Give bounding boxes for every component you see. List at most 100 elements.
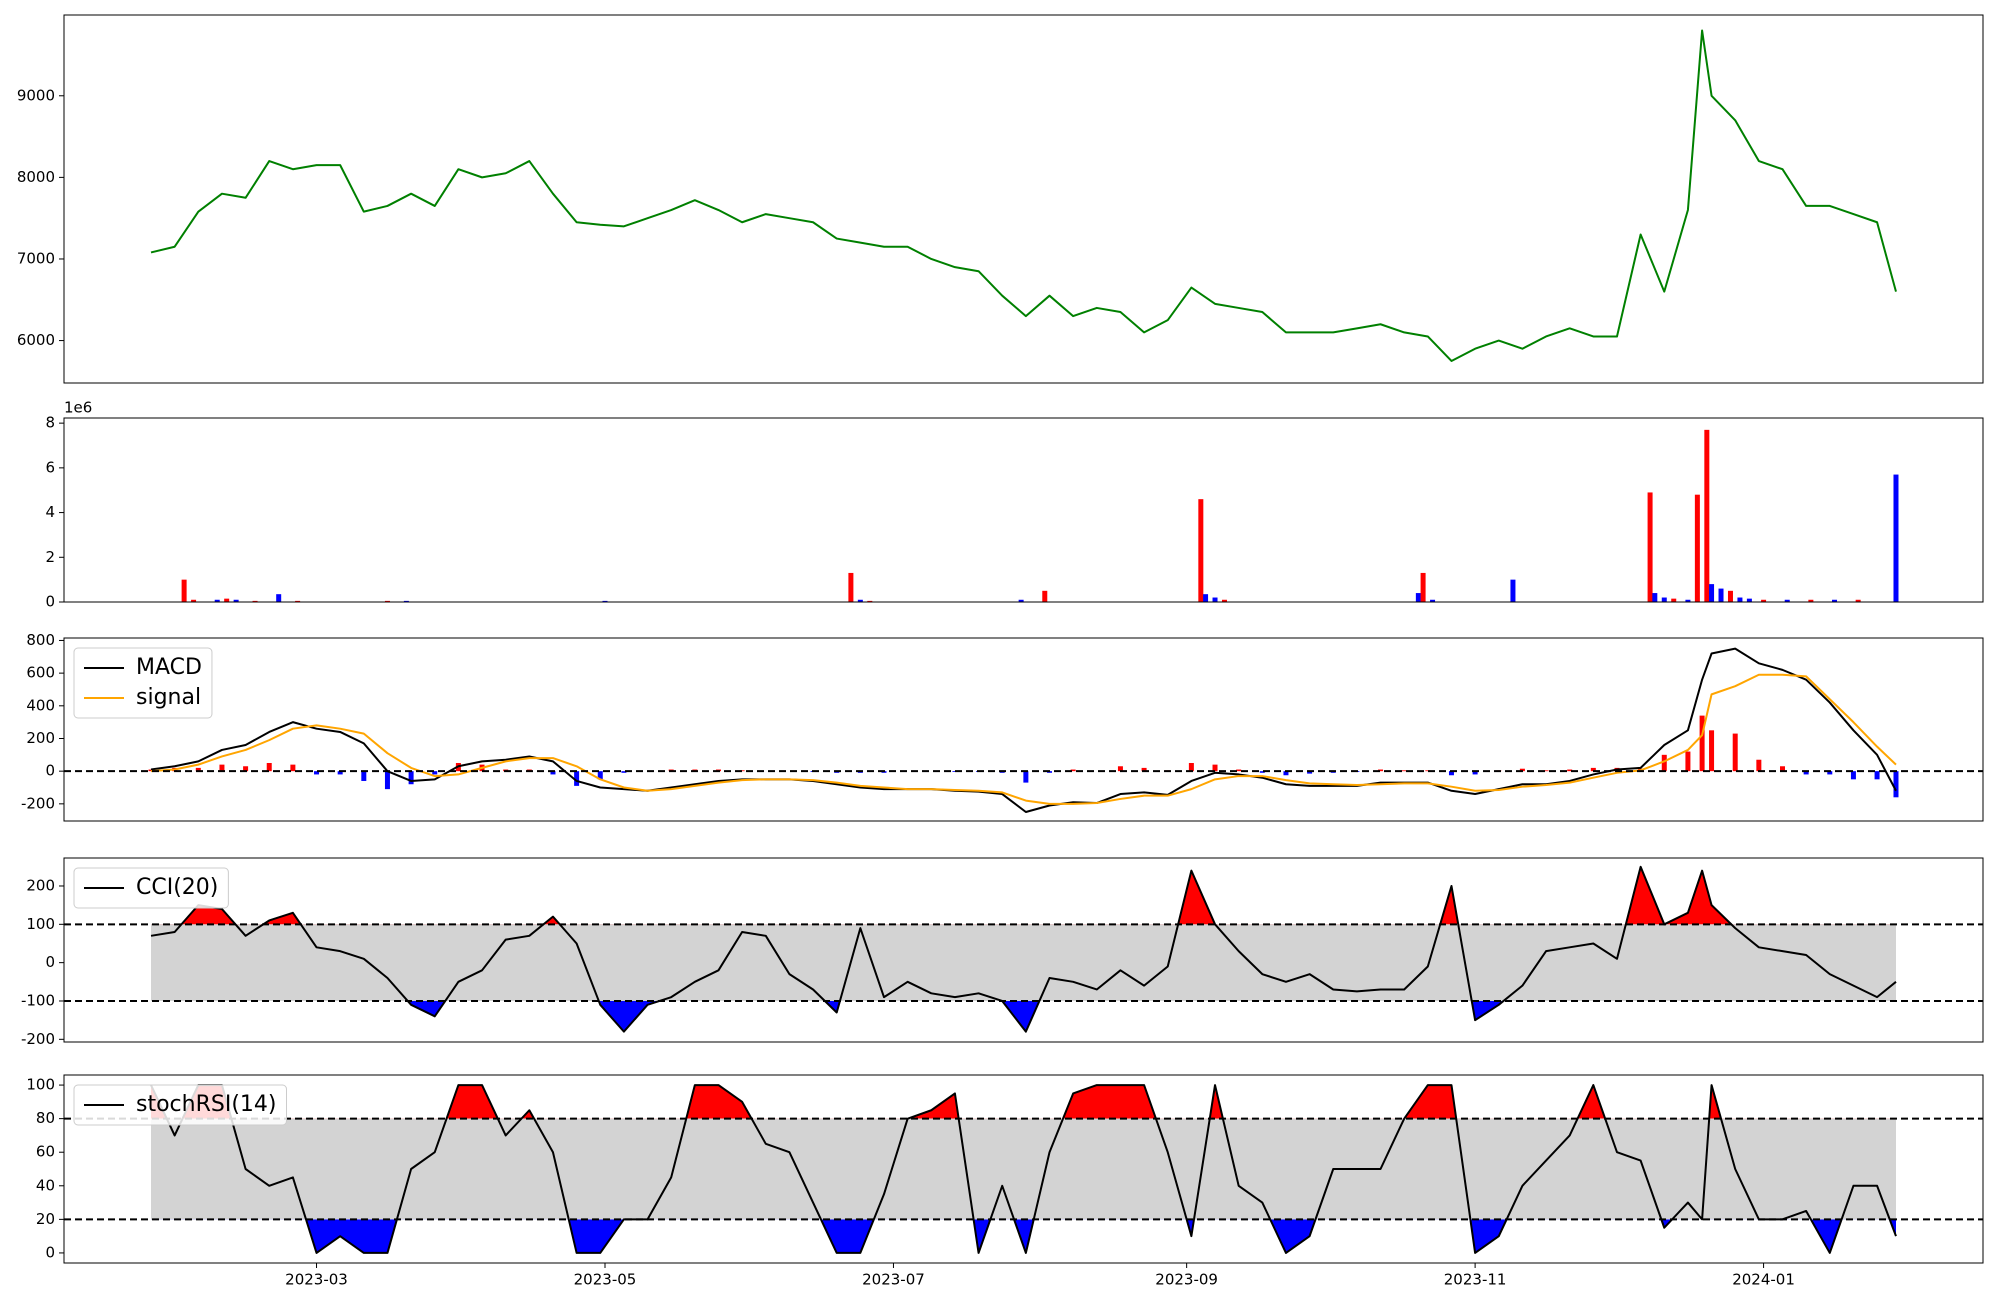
legend-label: stochRSI(14): [136, 1092, 277, 1117]
offset-label: 1e6: [64, 399, 92, 417]
histogram-bar: [1756, 759, 1762, 772]
histogram-bar: [1874, 771, 1880, 780]
bar: [867, 600, 873, 602]
histogram-bar: [1141, 767, 1147, 772]
histogram-bar: [1732, 733, 1738, 772]
x-tick-label: 2023-11: [1444, 1271, 1507, 1289]
histogram-bar: [1212, 764, 1218, 772]
y-tick-label: 600: [26, 664, 55, 682]
fill-upper: [151, 866, 1896, 925]
histogram-bar: [1779, 766, 1785, 772]
bar: [1718, 588, 1724, 602]
histogram-bar: [597, 771, 603, 780]
axes-frame: [63, 417, 1984, 603]
bar: [1761, 599, 1767, 602]
histogram-bar: [1259, 771, 1265, 773]
axes-frame: [63, 857, 1984, 1043]
y-tick-label: 0: [45, 1243, 55, 1261]
y-tick-label: 9000: [17, 86, 55, 104]
series-line: [150, 1084, 1897, 1254]
bar: [403, 600, 409, 602]
bar: [233, 599, 239, 602]
histogram-bar: [1472, 771, 1478, 775]
bar: [1746, 598, 1752, 602]
histogram-bar: [550, 771, 556, 775]
bar: [1685, 599, 1691, 602]
band: [151, 1118, 1896, 1220]
histogram-bar: [408, 771, 414, 785]
histogram-bar: [219, 764, 225, 772]
histogram-bar: [290, 764, 296, 772]
bar: [1198, 499, 1204, 602]
legend: MACD signal: [73, 647, 213, 719]
y-tick-label: 0: [45, 953, 55, 971]
bar: [214, 599, 220, 602]
bar: [1221, 599, 1227, 602]
histogram-bar: [1283, 771, 1289, 776]
y-tick-label: -200: [21, 1030, 55, 1048]
y-tick-label: 20: [36, 1210, 55, 1228]
legend-label: MACD: [136, 655, 202, 680]
bar: [1832, 599, 1838, 602]
y-tick-label: 0: [45, 593, 55, 611]
bar: [252, 600, 258, 602]
bar: [1652, 593, 1658, 602]
y-tick-label: 8000: [17, 168, 55, 186]
bar: [276, 594, 282, 602]
histogram-bar: [574, 771, 580, 786]
series-line: [150, 865, 1897, 1033]
y-tick-label: -200: [21, 794, 55, 812]
legend-box: [73, 647, 213, 719]
panel: 0 20 40 60 80 100 2023-03 2023-05 2023-07 2023-09…: [26, 1074, 1984, 1289]
band: [151, 924, 1896, 1001]
y-tick-label: 100: [26, 915, 55, 933]
bar: [1727, 590, 1733, 602]
axes-frame: [63, 14, 1984, 384]
histogram-bar: [1699, 715, 1705, 772]
histogram-bar: [1401, 770, 1407, 772]
y-tick-label: 800: [26, 631, 55, 649]
y-tick-label: -100: [21, 991, 55, 1009]
histogram-bar: [1307, 771, 1313, 774]
y-tick-label: 6: [45, 458, 55, 476]
y-tick-label: 40: [36, 1176, 55, 1194]
histogram-bar: [314, 771, 320, 775]
y-tick-label: 60: [36, 1143, 55, 1161]
series-line: [150, 673, 1897, 805]
x-tick-label: 2023-05: [574, 1271, 637, 1289]
bar: [1212, 597, 1218, 602]
bar: [1420, 572, 1426, 602]
histogram-bar: [1543, 770, 1549, 772]
bar: [1430, 599, 1436, 602]
bar: [181, 579, 187, 602]
x-tick-label: 2024-01: [1732, 1271, 1795, 1289]
histogram-bar: [432, 771, 438, 775]
histogram-bar: [739, 770, 745, 772]
y-tick-label: 200: [26, 876, 55, 894]
y-tick-label: 0: [45, 762, 55, 780]
bar: [1018, 599, 1024, 602]
histogram-bar: [1378, 769, 1384, 772]
histogram-bar: [1023, 771, 1029, 783]
y-tick-label: 2: [45, 548, 55, 566]
bar: [224, 598, 230, 602]
histogram-bar: [1803, 771, 1809, 775]
bar: [1704, 429, 1710, 602]
bar: [1671, 598, 1677, 602]
bar: [384, 600, 390, 602]
bar: [1510, 579, 1516, 602]
histogram-bar: [1661, 754, 1667, 772]
histogram-bar: [1827, 771, 1833, 775]
bar: [1694, 494, 1700, 602]
histogram-bar: [1685, 751, 1691, 772]
y-tick-label: 6000: [17, 331, 55, 349]
histogram-bar: [266, 762, 272, 772]
bar: [1709, 584, 1715, 602]
histogram-bar: [1448, 771, 1454, 776]
x-tick-label: 2023-03: [285, 1271, 348, 1289]
y-tick-label: 7000: [17, 249, 55, 267]
panel: 0 2 4 6 8 1e6: [45, 399, 1984, 611]
legend-box: [73, 1084, 287, 1126]
y-tick-label: 400: [26, 696, 55, 714]
